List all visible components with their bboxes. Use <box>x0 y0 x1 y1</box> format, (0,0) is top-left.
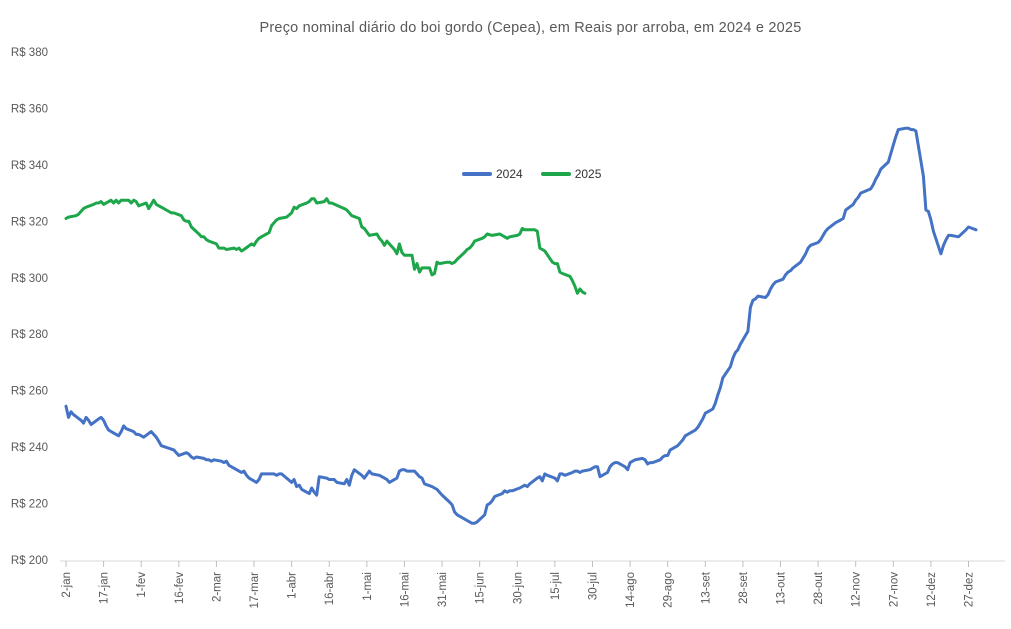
x-axis-tick-label: 15-jul <box>550 572 562 600</box>
x-axis-tick-label: 27-nov <box>888 572 900 607</box>
x-axis-tick-label: 17-jan <box>99 572 111 604</box>
y-axis-tick-label: R$ 320 <box>11 216 48 228</box>
y-axis-tick-label: R$ 300 <box>11 273 48 285</box>
legend-swatch-2025 <box>540 172 571 176</box>
y-axis-tick-label: R$ 260 <box>11 386 48 398</box>
y-axis-tick-label: R$ 200 <box>11 555 48 567</box>
legend-item-2024: 2024 <box>462 167 523 181</box>
x-axis-tick-label: 16-mai <box>399 572 411 607</box>
x-axis-tick-label: 28-set <box>738 571 750 604</box>
y-axis-tick-label: R$ 280 <box>11 329 48 341</box>
y-axis-tick-label: R$ 220 <box>11 499 48 511</box>
y-axis-tick-label: R$ 360 <box>11 103 48 115</box>
x-axis-tick-label: 2-mar <box>211 572 223 602</box>
legend-label-2025: 2025 <box>574 167 602 181</box>
series-2024-line <box>64 126 978 525</box>
x-axis-tick-label: 27-dez <box>964 572 976 607</box>
x-axis-tick-label: 12-dez <box>926 572 938 607</box>
x-axis-tick-label: 17-mar <box>249 572 261 609</box>
legend-swatch-2024 <box>462 172 492 176</box>
x-axis-tick-label: 14-ago <box>625 572 637 608</box>
x-axis-tick-label: 31-mai <box>437 572 449 607</box>
x-axis-tick-label: 29-ago <box>663 572 675 608</box>
y-axis-tick-label: R$ 380 <box>11 47 48 59</box>
legend-label-2024: 2024 <box>496 167 523 181</box>
series-2025-line <box>64 197 587 295</box>
x-axis-tick-label: 2-jan <box>61 572 73 598</box>
y-axis-tick-label: R$ 340 <box>11 160 48 172</box>
x-axis-tick-label: 30-jul <box>587 572 599 600</box>
x-axis-tick-label: 1-abr <box>287 572 299 599</box>
legend-item-2025: 2025 <box>540 167 602 181</box>
x-axis-tick-label: 16-abr <box>324 572 336 605</box>
x-axis-tick-label: 13-out <box>775 571 787 604</box>
x-axis-tick-label: 15-jun <box>475 572 487 604</box>
x-axis-tick-label: 28-out <box>813 571 825 604</box>
chart-title: Preço nominal diário do boi gordo (Cepea… <box>259 20 802 36</box>
x-axis-tick-label: 1-mai <box>362 572 374 601</box>
legend: 2024 2025 <box>462 167 601 181</box>
x-axis-tick-label: 13-set <box>700 571 712 604</box>
y-axis-tick-label: R$ 240 <box>11 442 48 454</box>
x-axis-tick-label: 30-jun <box>512 572 524 604</box>
x-axis-tick-label: 1-fev <box>136 572 148 598</box>
x-axis-tick-label: 16-fev <box>174 572 186 604</box>
x-axis-tick-label: 12-nov <box>851 572 863 607</box>
